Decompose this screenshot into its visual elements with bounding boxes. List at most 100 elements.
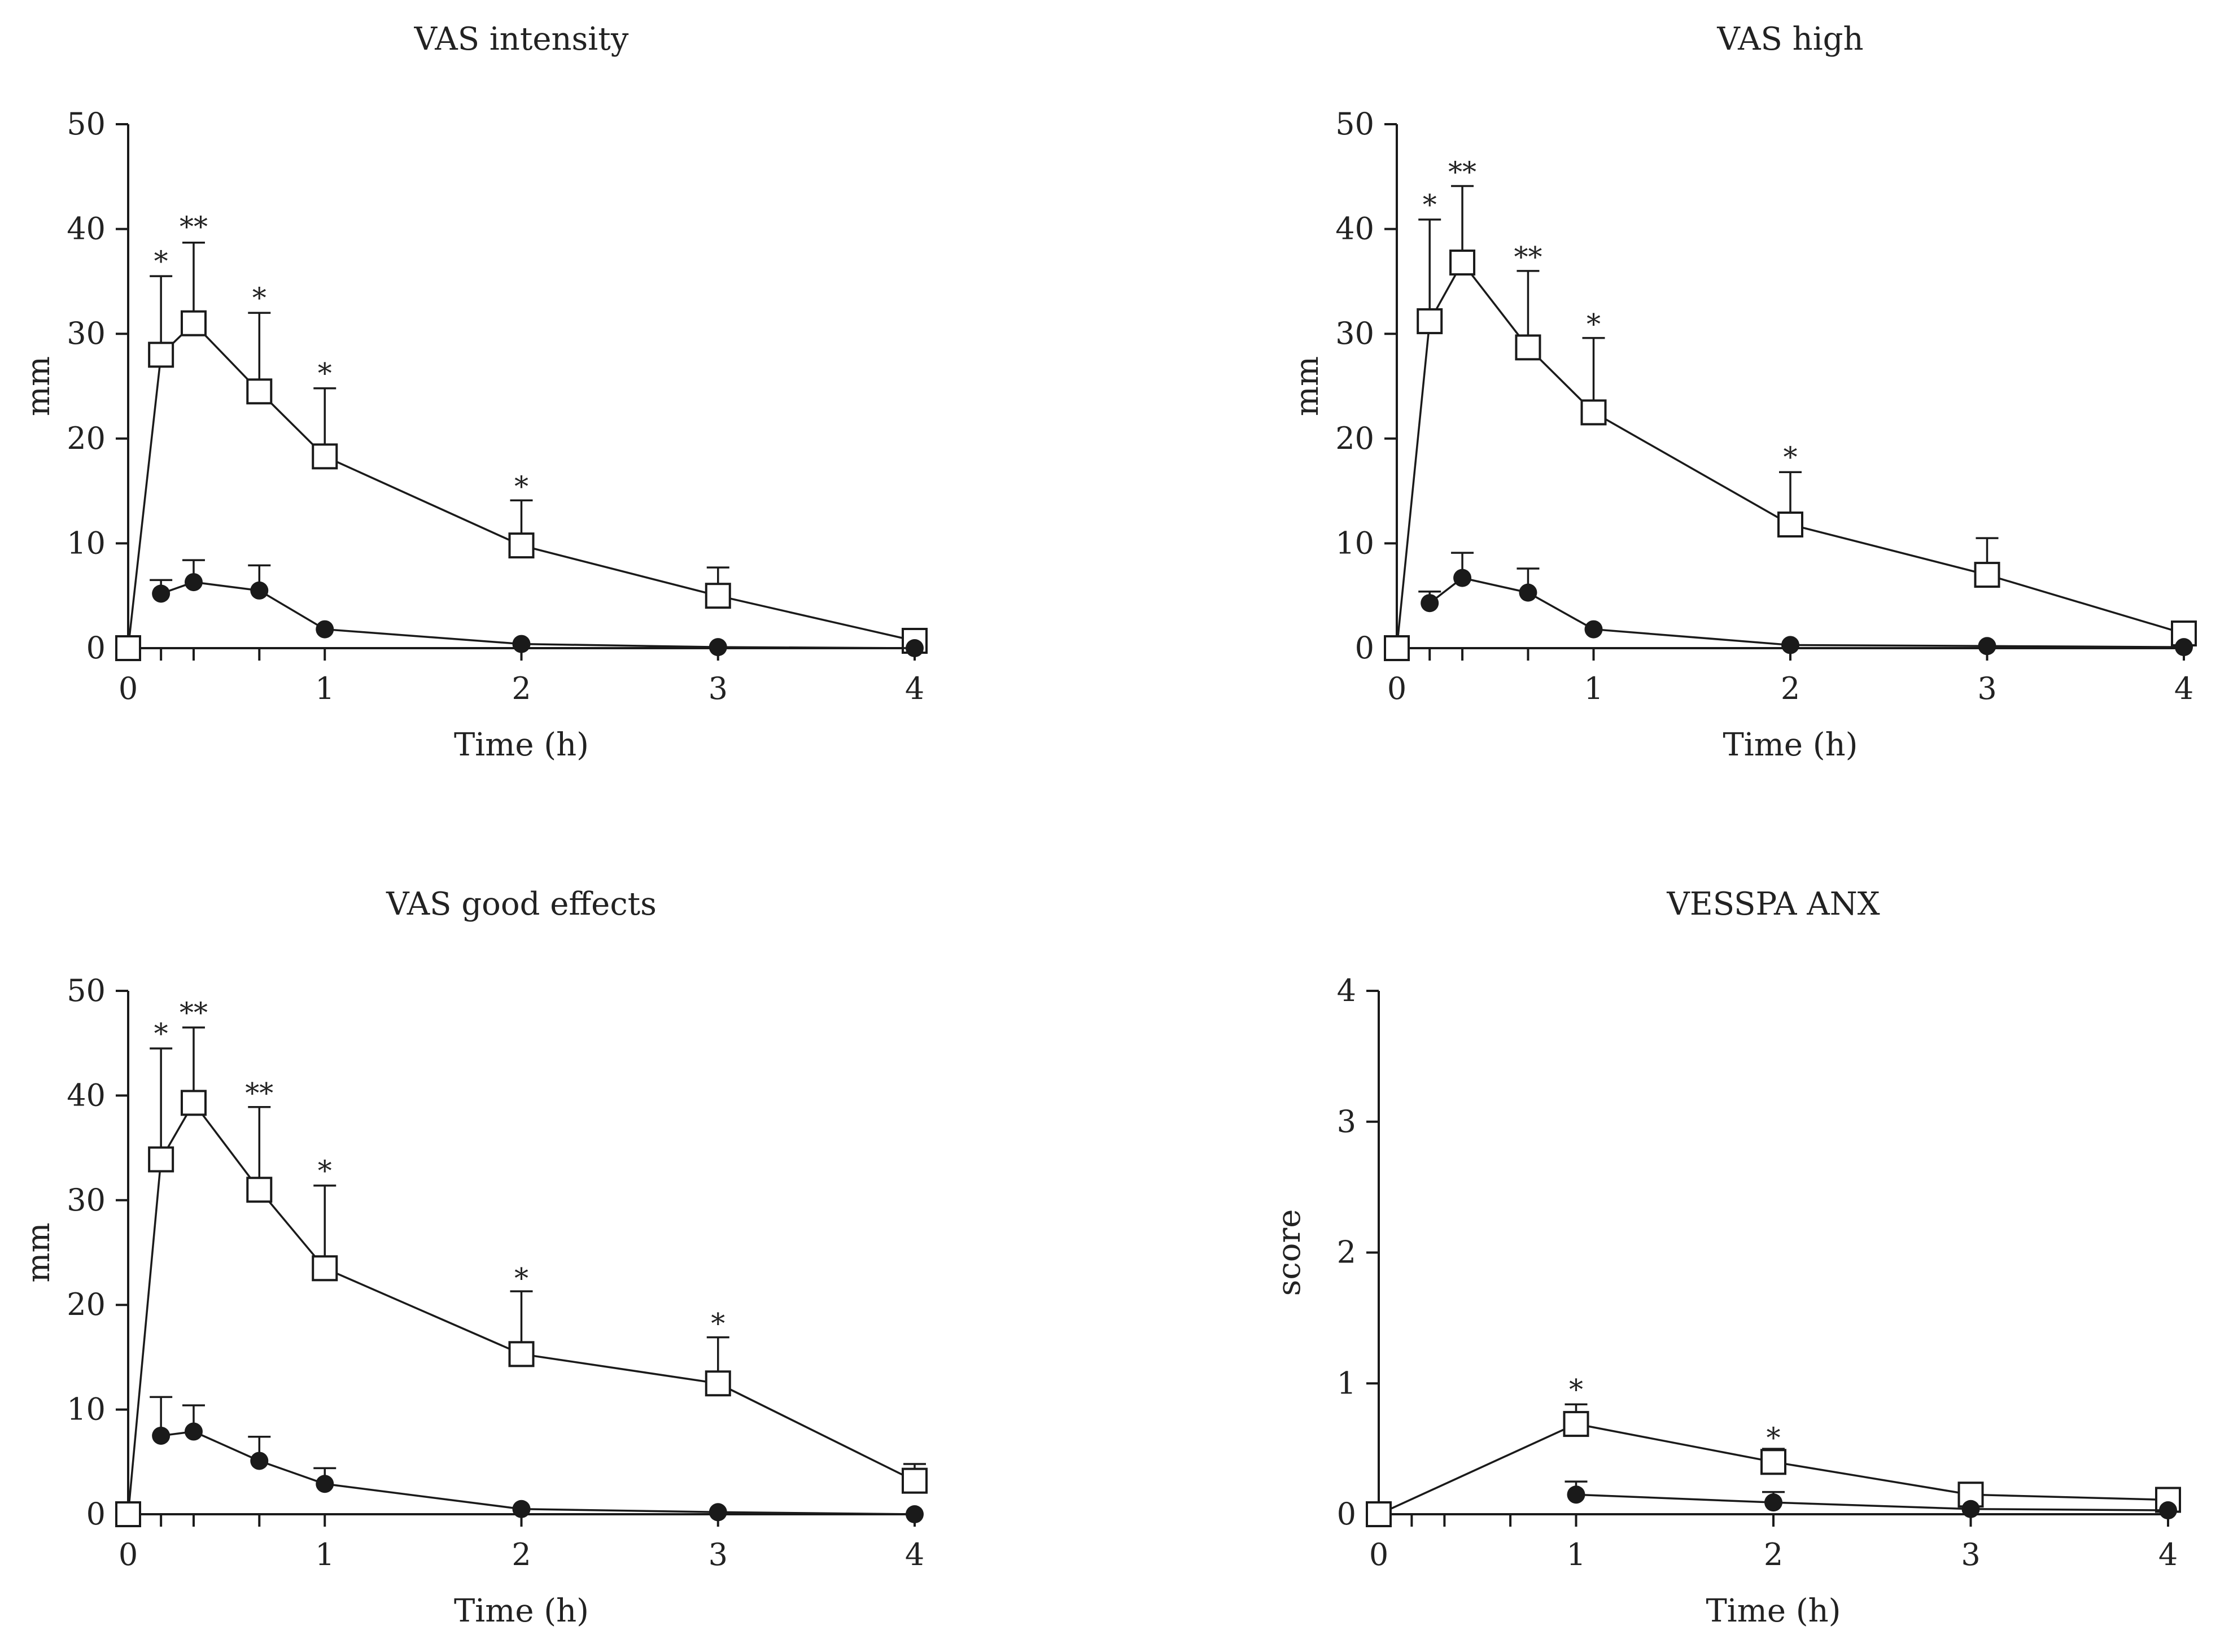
- x-tick-label: 4: [905, 671, 924, 706]
- y-axis-label: score: [1271, 1209, 1308, 1296]
- data-point-circle: [250, 1452, 269, 1470]
- y-axis-label: mm: [20, 1222, 57, 1282]
- data-point-circle: [512, 1500, 531, 1518]
- data-point-circle: [1453, 569, 1472, 587]
- data-point-square: [705, 1370, 731, 1397]
- x-tick-label: 2: [512, 671, 531, 706]
- data-point-square: [1777, 511, 1803, 537]
- panel-title: VAS high: [1716, 21, 1863, 58]
- data-point-circle: [709, 1503, 727, 1522]
- data-point-square: [705, 583, 731, 609]
- data-point-circle: [1567, 1485, 1585, 1504]
- series-active: [1384, 185, 2197, 661]
- y-axis-label: mm: [20, 356, 57, 416]
- data-point-circle: [152, 1426, 171, 1445]
- data-point-square: [1449, 249, 1476, 276]
- x-tick-label: 3: [1977, 671, 1996, 706]
- data-point-circle: [1961, 1500, 1980, 1518]
- x-tick-label: 1: [1584, 671, 1603, 706]
- y-tick-label: 50: [67, 973, 106, 1008]
- data-point-circle: [1421, 594, 1439, 613]
- data-point-circle: [1978, 637, 1996, 655]
- series-placebo: [150, 1396, 924, 1523]
- y-tick-label: 30: [67, 1182, 106, 1218]
- significance-marker: **: [1448, 156, 1476, 189]
- x-tick-label: 4: [905, 1537, 924, 1572]
- significance-marker: *: [1587, 308, 1601, 340]
- y-tick-label: 40: [1335, 211, 1374, 247]
- data-point-square: [312, 1255, 338, 1282]
- data-point-circle: [184, 573, 203, 592]
- significance-marker: **: [180, 997, 208, 1029]
- x-axis-label: Time (h): [454, 727, 589, 763]
- y-tick-label: 2: [1337, 1235, 1356, 1270]
- data-point-square: [1580, 399, 1607, 426]
- significance-marker: *: [318, 357, 332, 390]
- data-point-circle: [316, 620, 334, 639]
- y-tick-label: 0: [86, 630, 106, 666]
- y-tick-label: 30: [67, 316, 106, 351]
- data-point-circle: [1781, 636, 1799, 654]
- x-tick-label: 4: [2158, 1537, 2178, 1572]
- y-tick-label: 20: [67, 1287, 106, 1322]
- x-tick-label: 4: [2174, 671, 2193, 706]
- significance-marker: *: [514, 1262, 528, 1295]
- significance-marker: **: [1514, 241, 1542, 274]
- y-tick-label: 3: [1337, 1104, 1356, 1139]
- significance-marker: *: [154, 245, 168, 278]
- panel-3: VAS good effects 0 10 20 30 40 50 0 1 2 3 4 Time (h)…: [20, 886, 928, 1629]
- data-point-square: [115, 635, 141, 661]
- x-tick-label: 2: [1781, 671, 1800, 706]
- data-point-circle: [184, 1422, 203, 1441]
- series-line-placebo: [160, 1430, 915, 1515]
- data-point-square: [180, 1090, 207, 1116]
- significance-marker: *: [1784, 441, 1798, 474]
- significance-marker: **: [180, 211, 208, 243]
- y-tick-label: 0: [1337, 1496, 1356, 1532]
- series-active: [115, 1026, 928, 1527]
- y-tick-label: 0: [1355, 630, 1374, 666]
- panel-1: VAS intensity 0 10 20 30 40 50 0 1 2 3 4 Time (h) mm *…: [20, 21, 928, 763]
- data-point-square: [180, 310, 207, 336]
- data-point-square: [902, 1467, 928, 1494]
- series-line-placebo: [1429, 576, 2184, 648]
- y-tick-label: 10: [67, 525, 106, 561]
- data-point-circle: [1519, 583, 1537, 602]
- x-tick-label: 0: [119, 671, 138, 706]
- y-tick-label: 10: [1335, 525, 1374, 561]
- x-tick-label: 3: [709, 1537, 728, 1572]
- x-axis-label: Time (h): [454, 1593, 589, 1629]
- y-tick-label: 4: [1337, 973, 1356, 1008]
- y-tick-label: 20: [67, 421, 106, 456]
- y-tick-label: 50: [1335, 106, 1374, 142]
- series-active: [1366, 1403, 2181, 1527]
- series-line-placebo: [1576, 1493, 2169, 1511]
- significance-marker: *: [1569, 1373, 1583, 1406]
- significance-marker: *: [318, 1155, 332, 1187]
- data-point-square: [312, 443, 338, 470]
- significance-marker: *: [1767, 1422, 1781, 1454]
- series-active: [115, 241, 928, 661]
- data-point-circle: [2159, 1501, 2177, 1520]
- data-point-square: [115, 1501, 141, 1527]
- x-tick-label: 2: [512, 1537, 531, 1572]
- x-tick-label: 3: [709, 671, 728, 706]
- series-placebo: [1418, 552, 2193, 657]
- data-point-square: [1384, 635, 1410, 661]
- panel-title: VESSPA ANX: [1666, 886, 1880, 923]
- data-point-circle: [152, 584, 171, 603]
- data-point-circle: [1764, 1493, 1782, 1512]
- panel-title: VAS intensity: [414, 21, 629, 58]
- data-point-circle: [512, 635, 531, 653]
- significance-marker: *: [514, 470, 528, 503]
- series-placebo: [1565, 1480, 2177, 1520]
- panel-4: VESSPA ANX 0 1 2 3 4 0 1 2 3 4 Time (h) score * *: [1271, 886, 2181, 1629]
- data-point-square: [148, 342, 174, 368]
- x-tick-label: 1: [1566, 1537, 1585, 1572]
- significance-marker: **: [245, 1077, 273, 1110]
- data-point-square: [508, 532, 535, 559]
- y-tick-label: 0: [86, 1496, 106, 1532]
- data-point-circle: [316, 1475, 334, 1493]
